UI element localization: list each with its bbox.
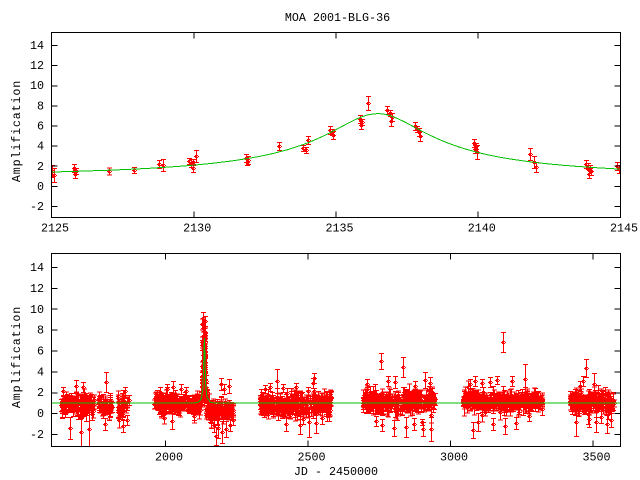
svg-text:6: 6 <box>37 120 44 134</box>
svg-text:Amplification: Amplification <box>10 80 24 182</box>
svg-text:10: 10 <box>30 79 44 93</box>
svg-text:-2: -2 <box>30 200 44 214</box>
svg-text:2140: 2140 <box>468 222 496 236</box>
svg-text:12: 12 <box>30 59 44 73</box>
svg-text:6: 6 <box>37 345 44 359</box>
svg-text:2: 2 <box>37 386 44 400</box>
svg-text:2145: 2145 <box>610 222 638 236</box>
svg-text:2000: 2000 <box>155 451 183 465</box>
svg-text:2125: 2125 <box>41 222 69 236</box>
svg-text:JD - 2450000: JD - 2450000 <box>294 465 378 479</box>
svg-text:3000: 3000 <box>440 451 468 465</box>
svg-text:10: 10 <box>30 303 44 317</box>
svg-text:12: 12 <box>30 282 44 296</box>
svg-text:3500: 3500 <box>582 451 610 465</box>
svg-text:0: 0 <box>37 407 44 421</box>
svg-text:4: 4 <box>37 365 44 379</box>
svg-text:-2: -2 <box>30 428 44 442</box>
svg-text:8: 8 <box>37 324 44 338</box>
svg-text:8: 8 <box>37 99 44 113</box>
svg-text:MOA 2001-BLG-36: MOA 2001-BLG-36 <box>285 11 390 25</box>
svg-text:14: 14 <box>30 261 44 275</box>
svg-text:2130: 2130 <box>183 222 211 236</box>
svg-text:14: 14 <box>30 39 44 53</box>
svg-text:Amplification: Amplification <box>10 306 24 408</box>
svg-text:0: 0 <box>37 180 44 194</box>
svg-text:2: 2 <box>37 160 44 174</box>
svg-text:4: 4 <box>37 140 44 154</box>
svg-text:2500: 2500 <box>297 451 325 465</box>
svg-text:2135: 2135 <box>325 222 353 236</box>
